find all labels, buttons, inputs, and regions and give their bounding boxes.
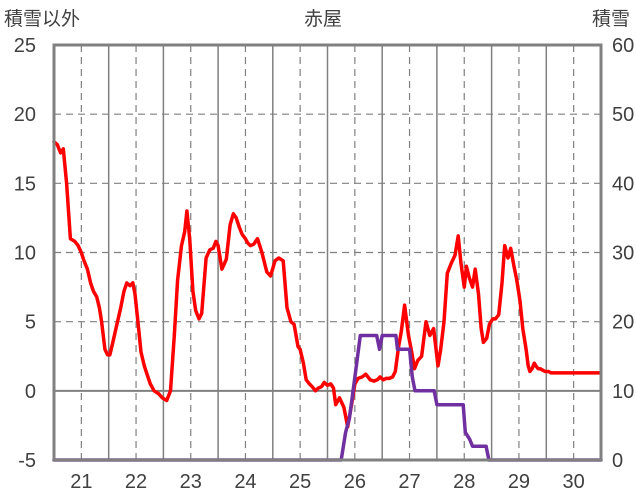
grid-lines xyxy=(54,45,601,460)
x-tick-label: 30 xyxy=(563,471,585,493)
chart-title: 赤屋 xyxy=(304,8,342,30)
x-tick-label: 28 xyxy=(453,471,475,493)
right-axis-label: 積雪 xyxy=(592,8,630,30)
x-axis-ticks: 21 22 23 24 25 26 27 28 29 30 xyxy=(70,471,585,493)
right-tick-label: 30 xyxy=(612,243,634,265)
left-tick-label: -5 xyxy=(18,450,36,472)
right-tick-label: 60 xyxy=(612,35,634,57)
x-tick-label: 26 xyxy=(344,471,366,493)
snow-depth-line xyxy=(52,333,603,462)
x-tick-label: 23 xyxy=(180,471,202,493)
left-axis-ticks: 25 20 15 10 5 0 -5 xyxy=(14,35,36,472)
temperature-line xyxy=(52,140,602,429)
series-layer xyxy=(52,140,603,462)
x-tick-label: 22 xyxy=(125,471,147,493)
x-tick-label: 25 xyxy=(289,471,311,493)
right-tick-label: 40 xyxy=(612,173,634,195)
right-axis-ticks: 60 50 40 30 20 10 0 xyxy=(612,35,634,472)
right-tick-label: 20 xyxy=(612,312,634,334)
x-tick-label: 29 xyxy=(508,471,530,493)
left-tick-label: 5 xyxy=(25,312,36,334)
x-tick-label: 24 xyxy=(234,471,256,493)
left-tick-label: 25 xyxy=(14,35,36,57)
x-tick-label: 27 xyxy=(398,471,420,493)
plot-frame xyxy=(52,43,603,462)
left-axis-label: 積雪以外 xyxy=(4,8,80,30)
left-tick-label: 20 xyxy=(14,104,36,126)
x-tick-label: 21 xyxy=(70,471,92,493)
left-tick-label: 10 xyxy=(14,243,36,265)
left-tick-label: 0 xyxy=(25,381,36,403)
right-tick-label: 0 xyxy=(612,450,623,472)
right-tick-label: 10 xyxy=(612,381,634,403)
left-tick-label: 15 xyxy=(14,173,36,195)
right-tick-label: 50 xyxy=(612,104,634,126)
